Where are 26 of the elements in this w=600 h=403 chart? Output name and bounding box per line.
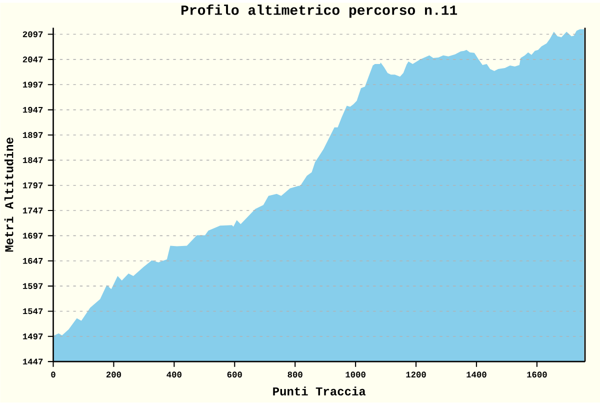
y-tick-label: 1997 [22,82,43,88]
y-tick-label: 1647 [22,258,43,264]
y-tick-label: 1797 [22,182,43,188]
y-tick-label: 1747 [22,208,43,214]
chart-title: Profilo altimetrico percorso n.11 [181,4,458,18]
y-tick-label: 2097 [22,32,43,38]
x-tick-label: 1600 [527,372,547,378]
y-tick-label: 1847 [22,157,43,164]
x-tick-label: 0 [51,372,56,378]
x-tick-label: 400 [166,372,182,378]
y-tick-label: 1547 [22,308,43,314]
x-tick-label: 200 [106,372,122,378]
y-tick-label: 1597 [22,283,43,290]
x-tick-label: 1400 [466,372,486,378]
x-tick-label: 1000 [346,372,366,378]
y-tick-label: 2047 [22,56,43,63]
y-tick-label: 1947 [22,107,43,113]
y-tick-label: 1697 [22,232,43,239]
y-tick-label: 1447 [22,358,43,365]
y-tick-label: 1897 [22,132,43,138]
x-axis-title: Punti Traccia [273,386,366,396]
x-tick-label: 600 [227,372,242,378]
x-tick-label: 800 [288,372,302,378]
y-tick-label: 1497 [22,334,43,340]
y-axis-title: Metri Altitudine [4,138,14,252]
x-tick-label: 1200 [406,372,426,378]
